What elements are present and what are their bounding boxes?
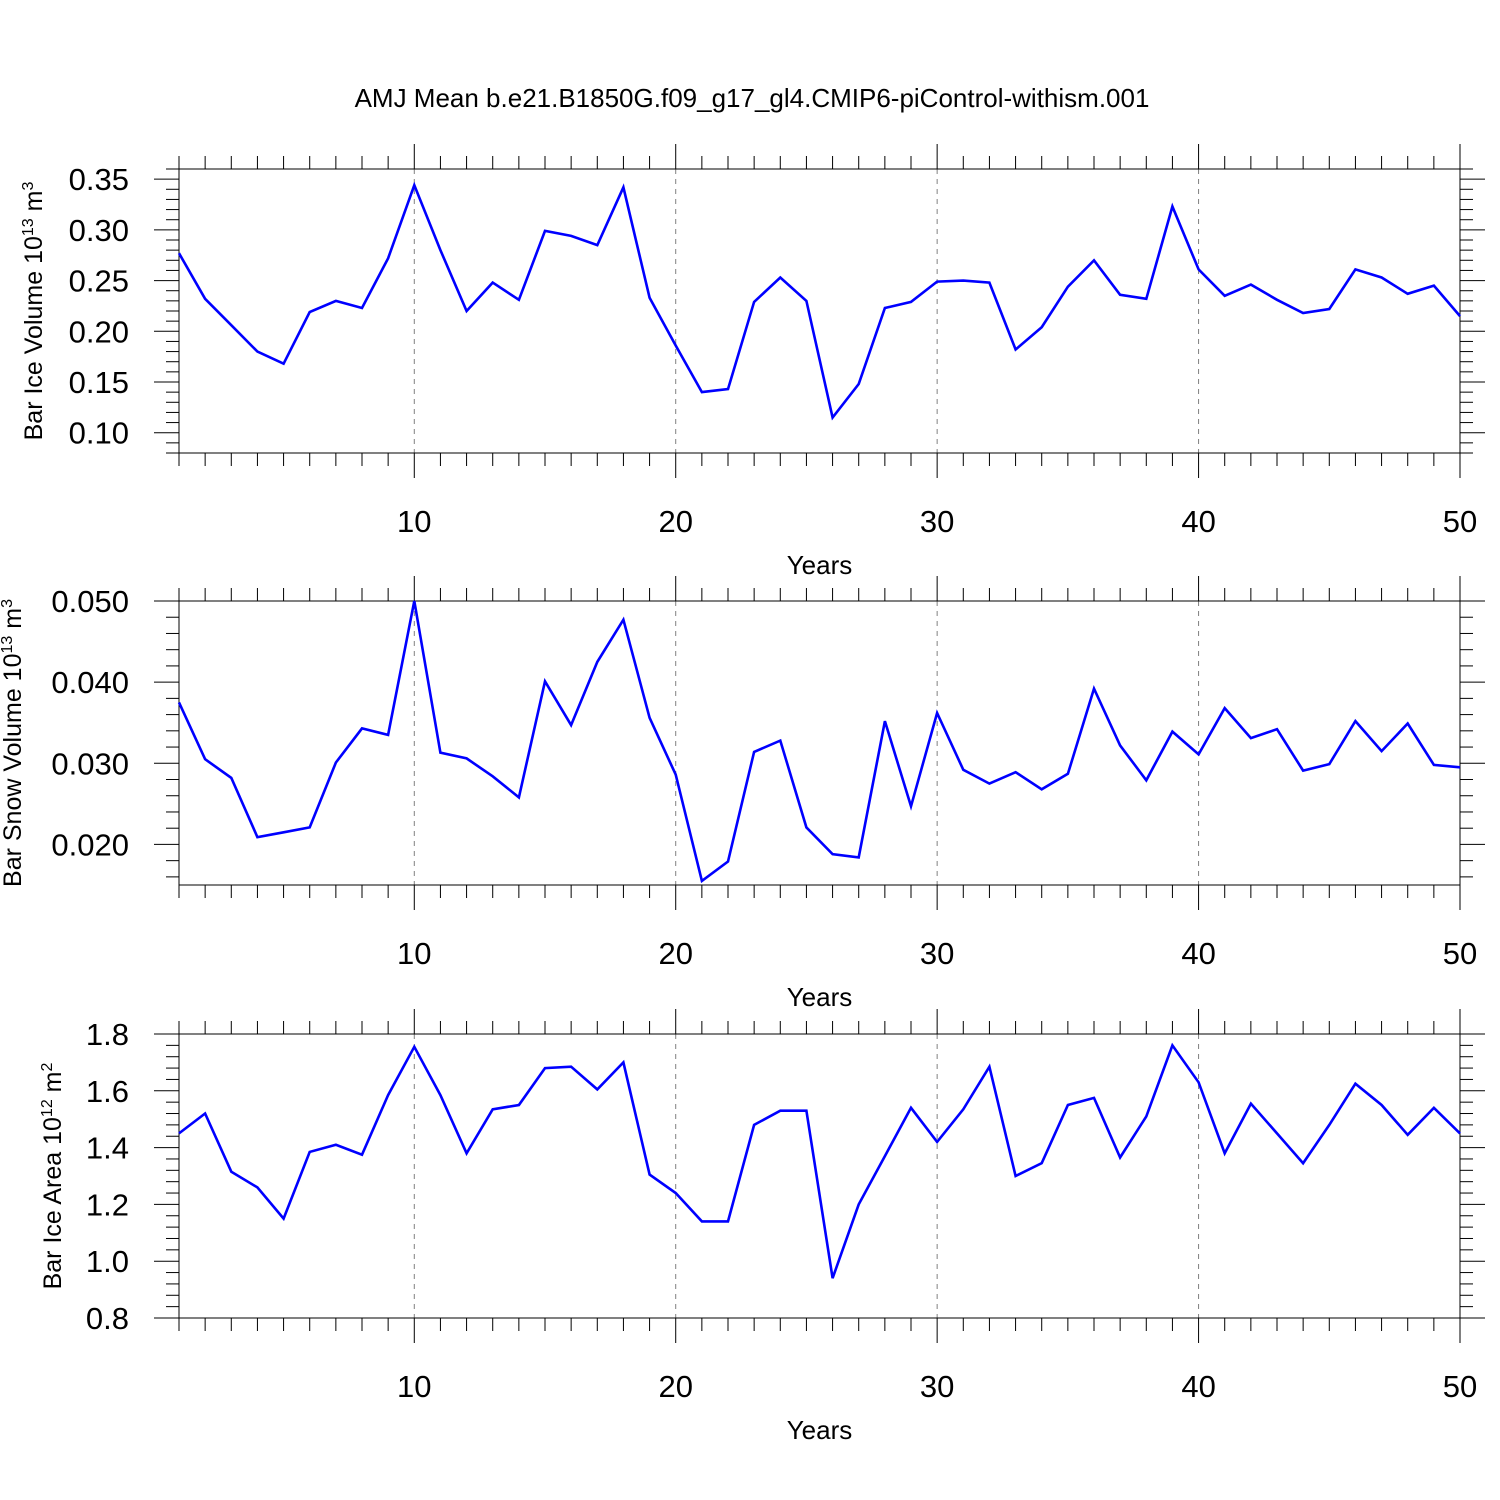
x-tick-label: 50 (1443, 504, 1477, 539)
chart-panel-2: 0.020 0.030 0.040 0.050 10 20 30 40 50 Years Bar S… (0, 576, 1485, 1012)
x-tick-label: 50 (1443, 936, 1477, 971)
x-tick-label: 30 (920, 1369, 954, 1404)
x-tick-label: 20 (658, 936, 692, 971)
y-axis-label-text: m (0, 608, 27, 636)
x-tick-label: 20 (658, 504, 692, 539)
y-axis-label-superscript: 3 (20, 182, 37, 191)
chart-title: AMJ Mean b.e21.B1850G.f09_g17_gl4.CMIP6-… (355, 83, 1150, 113)
y-tick-label: 0.25 (69, 264, 129, 299)
x-tick-label: 20 (658, 1369, 692, 1404)
y-tick-label: 0.35 (69, 162, 129, 197)
series-line (177, 181, 1461, 421)
x-tick-label: 40 (1181, 1369, 1215, 1404)
plot-frame (178, 600, 1461, 886)
x-axis-label: Years (787, 1415, 853, 1445)
y-axis-label: Bar Ice Area 1012 m2 (39, 1063, 67, 1290)
chart-panel-1: 0.10 0.15 0.20 0.25 0.30 0.35 10 20 30 40 50 Years B… (20, 144, 1485, 580)
y-axis-label-superscript: 12 (39, 1099, 56, 1117)
plot-frame (178, 1033, 1461, 1319)
y-axis-label: Bar Ice Volume 1013 m3 (20, 182, 48, 441)
y-axis-label-superscript: 13 (0, 636, 16, 654)
x-tick-label: 50 (1443, 1369, 1477, 1404)
y-tick-label: 0.030 (51, 746, 129, 781)
y-axis-label-superscript: 3 (0, 599, 16, 608)
y-axis-label-text: m (39, 1072, 67, 1100)
x-axis-label: Years (787, 982, 853, 1012)
y-axis-label-superscript: 2 (39, 1063, 56, 1072)
chart-panel-3: 0.8 1.0 1.2 1.4 1.6 1.8 10 20 30 40 50 Years Bar Ice… (39, 1009, 1485, 1445)
x-tick-label: 40 (1181, 504, 1215, 539)
y-tick-label: 0.10 (69, 416, 129, 451)
y-axis-label-text: Bar Ice Area 10 (39, 1117, 67, 1289)
y-axis-label-text: Bar Ice Volume 10 (20, 236, 48, 440)
y-axis-label-superscript: 13 (20, 218, 37, 236)
x-tick-label: 40 (1181, 936, 1215, 971)
y-axis-label-text: m (20, 191, 48, 219)
x-tick-label: 10 (397, 504, 431, 539)
chart-panels: 0.10 0.15 0.20 0.25 0.30 0.35 10 20 30 40 50 Years B… (0, 144, 1485, 1445)
y-axis-label-text: Bar Snow Volume 10 (0, 654, 27, 887)
y-tick-label: 1.0 (86, 1244, 129, 1279)
y-tick-label: 0.020 (51, 827, 129, 862)
y-tick-label: 0.8 (86, 1301, 129, 1336)
x-tick-label: 30 (920, 504, 954, 539)
y-tick-label: 0.20 (69, 314, 129, 349)
y-tick-label: 1.8 (86, 1017, 129, 1052)
y-tick-label: 1.6 (86, 1074, 129, 1109)
series-line (177, 600, 1461, 884)
y-tick-label: 1.2 (86, 1187, 129, 1222)
x-tick-label: 10 (397, 936, 431, 971)
y-tick-label: 0.15 (69, 365, 129, 400)
x-tick-label: 10 (397, 1369, 431, 1404)
series-line (178, 1042, 1461, 1279)
y-tick-label: 0.040 (51, 665, 129, 700)
y-axis-label: Bar Snow Volume 1013 m3 (0, 599, 27, 887)
y-tick-label: 0.30 (69, 213, 129, 248)
y-tick-label: 0.050 (51, 584, 129, 619)
x-axis-label: Years (787, 550, 853, 580)
y-tick-label: 1.4 (86, 1131, 129, 1166)
x-tick-label: 30 (920, 936, 954, 971)
